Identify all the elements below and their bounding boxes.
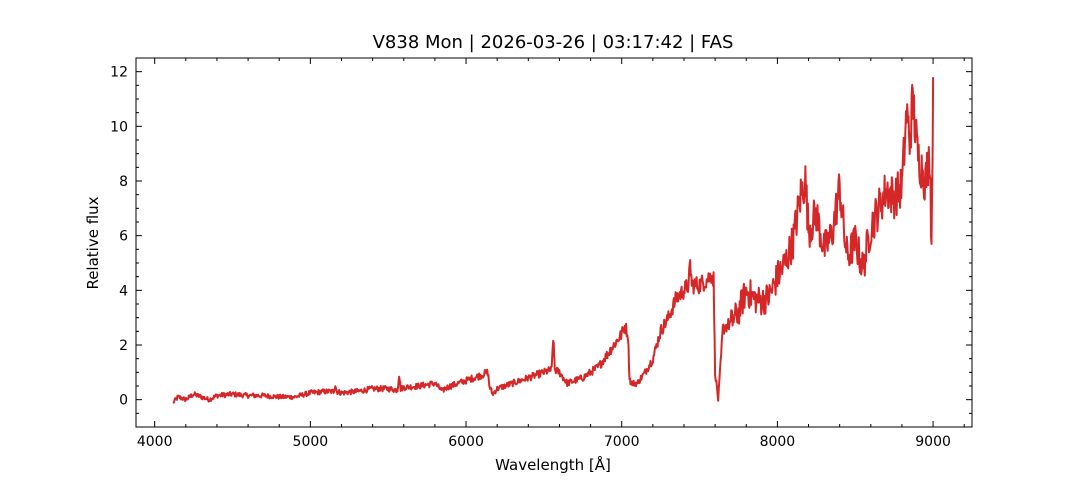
chart-title: V838 Mon | 2026-03-26 | 03:17:42 | FAS xyxy=(373,32,734,53)
x-tick-label: 8000 xyxy=(760,434,796,450)
spectrum-line xyxy=(172,77,935,404)
y-axis-label: Relative flux xyxy=(84,196,102,289)
y-tick-label: 4 xyxy=(119,283,128,299)
x-tick-label: 6000 xyxy=(448,434,484,450)
x-tick-label: 4000 xyxy=(137,434,173,450)
y-tick-label: 8 xyxy=(119,174,128,190)
y-tick-label: 6 xyxy=(119,229,128,245)
x-tick-label: 9000 xyxy=(915,434,951,450)
y-tick-label: 0 xyxy=(119,393,128,409)
plot-frame xyxy=(135,57,973,428)
x-tick-label: 5000 xyxy=(293,434,329,450)
y-tick-label: 10 xyxy=(110,119,128,135)
x-tick-label: 7000 xyxy=(604,434,640,450)
y-tick-label: 12 xyxy=(110,65,128,81)
x-axis-label: Wavelength [Å] xyxy=(495,455,611,474)
y-tick-label: 2 xyxy=(119,338,128,354)
